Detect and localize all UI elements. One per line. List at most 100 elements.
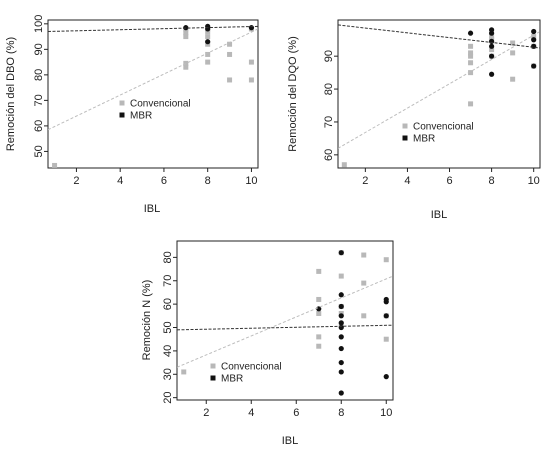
point-convencional bbox=[361, 280, 367, 286]
point-mbr bbox=[338, 250, 344, 256]
x-tick-label: 10 bbox=[380, 407, 392, 419]
point-convencional bbox=[227, 41, 233, 47]
point-mbr bbox=[383, 374, 389, 380]
point-convencional bbox=[248, 59, 254, 65]
x-tick-label: 8 bbox=[205, 175, 211, 187]
point-convencional bbox=[489, 33, 495, 39]
x-tick-label: 2 bbox=[203, 407, 209, 419]
chart-dqo: 2 4 6 8 10 60 70 80 90 IBL Remoción del DQO (%) Con… bbox=[287, 19, 541, 221]
legend-label-convencional: Convencional bbox=[130, 99, 191, 110]
legend-label-mbr: MBR bbox=[130, 111, 152, 122]
point-convencional bbox=[183, 34, 189, 40]
legend-marker-mbr bbox=[402, 135, 408, 141]
x-tick-label: 10 bbox=[528, 175, 540, 187]
legend-marker-convencional bbox=[210, 363, 216, 369]
point-convencional bbox=[510, 76, 516, 82]
point-convencional bbox=[468, 70, 474, 76]
point-mbr bbox=[531, 43, 537, 49]
y-tick-label: 60 bbox=[323, 149, 335, 161]
point-mbr bbox=[338, 390, 344, 396]
point-convencional bbox=[468, 50, 474, 56]
point-convencional bbox=[205, 34, 211, 40]
point-mbr bbox=[205, 23, 211, 29]
point-mbr bbox=[531, 28, 537, 35]
point-convencional bbox=[52, 162, 58, 168]
y-tick-label: 90 bbox=[33, 43, 45, 55]
plot-frame bbox=[176, 240, 394, 401]
point-mbr bbox=[467, 30, 474, 36]
legend-label-convencional: Convencional bbox=[221, 362, 282, 373]
point-convencional bbox=[316, 268, 322, 274]
y-tick-label: 40 bbox=[162, 345, 174, 357]
point-convencional bbox=[341, 162, 347, 168]
legend-marker-convencional bbox=[119, 100, 125, 106]
x-tick-label: 8 bbox=[338, 407, 344, 419]
trendline-mbr bbox=[338, 24, 540, 49]
point-mbr bbox=[489, 27, 495, 33]
point-mbr bbox=[338, 369, 344, 375]
point-mbr bbox=[338, 345, 344, 352]
y-tick-label: 80 bbox=[162, 251, 174, 263]
plot-frame bbox=[47, 19, 259, 169]
point-convencional bbox=[361, 313, 367, 319]
point-convencional bbox=[181, 369, 187, 375]
plot-area bbox=[48, 23, 258, 168]
y-axis-title: Remoción N (%) bbox=[141, 280, 153, 361]
x-tick-label: 2 bbox=[73, 175, 79, 187]
trendline-mbr bbox=[48, 25, 258, 32]
point-convencional bbox=[205, 51, 211, 57]
point-convencional bbox=[383, 257, 389, 263]
trendline-convencional bbox=[177, 275, 393, 368]
point-mbr bbox=[489, 71, 495, 77]
y-tick-label: 60 bbox=[33, 120, 45, 132]
y-tick-label: 80 bbox=[323, 83, 335, 95]
trendline-convencional bbox=[338, 31, 540, 149]
point-mbr bbox=[338, 334, 344, 340]
y-tick-label: 100 bbox=[33, 15, 45, 33]
y-tick-label: 70 bbox=[162, 275, 174, 287]
x-tick-label: 6 bbox=[446, 175, 452, 187]
point-convencional bbox=[183, 30, 189, 36]
plot-area bbox=[177, 250, 393, 396]
plot-frame bbox=[337, 19, 541, 169]
y-tick-label: 20 bbox=[162, 392, 174, 404]
point-convencional bbox=[531, 33, 537, 39]
point-convencional bbox=[316, 343, 322, 349]
point-convencional bbox=[468, 53, 474, 59]
point-mbr bbox=[489, 43, 495, 49]
point-mbr bbox=[338, 320, 344, 326]
x-tick-label: 6 bbox=[161, 175, 167, 187]
legend-label-convencional: Convencional bbox=[413, 122, 474, 133]
x-tick-label: 4 bbox=[404, 175, 410, 187]
trendline-convencional bbox=[48, 28, 258, 131]
y-tick-label: 50 bbox=[33, 145, 45, 157]
x-tick-label: 2 bbox=[362, 175, 368, 187]
point-mbr bbox=[338, 324, 344, 331]
plot-area bbox=[338, 24, 540, 168]
chart-dbo: 2 4 6 8 10 50 60 70 80 90 100 IBL Remoción del DBO (… bbox=[5, 15, 259, 215]
trendline-mbr bbox=[177, 324, 393, 331]
point-convencional bbox=[248, 77, 254, 83]
point-convencional bbox=[338, 273, 344, 279]
point-convencional bbox=[205, 59, 211, 65]
point-mbr bbox=[531, 37, 537, 43]
point-convencional bbox=[361, 252, 367, 258]
x-axis-title: IBL bbox=[144, 203, 161, 215]
y-axis-title: Remoción del DBO (%) bbox=[5, 37, 17, 151]
point-convencional bbox=[316, 296, 322, 302]
point-convencional bbox=[227, 77, 233, 83]
chart-n: 2 4 6 8 10 20 30 40 50 60 70 80 IBL Remoción N (%) Con… bbox=[141, 240, 394, 447]
point-mbr bbox=[205, 39, 211, 45]
y-axis-title: Remoción del DQO (%) bbox=[287, 36, 299, 152]
legend-label-mbr: MBR bbox=[221, 374, 243, 385]
x-tick-label: 4 bbox=[248, 407, 254, 419]
x-tick-label: 10 bbox=[245, 175, 257, 187]
point-convencional bbox=[510, 50, 516, 56]
x-tick-label: 6 bbox=[293, 407, 299, 419]
y-tick-label: 70 bbox=[323, 116, 335, 128]
point-mbr bbox=[489, 53, 495, 59]
point-convencional bbox=[468, 60, 474, 66]
